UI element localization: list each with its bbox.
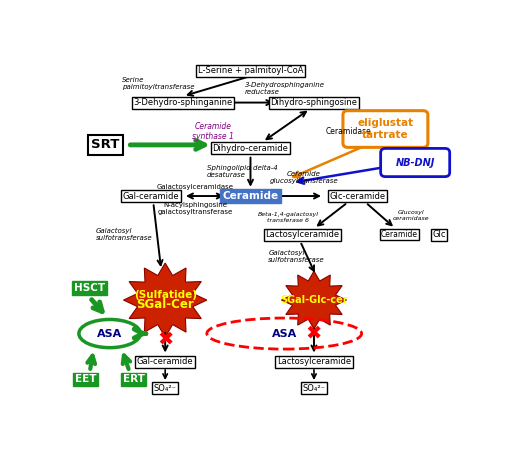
Text: (Sulfatide): (Sulfatide): [134, 290, 197, 300]
Text: Gal-ceramide: Gal-ceramide: [137, 357, 194, 366]
Text: Galactosyl
sulfotransferase: Galactosyl sulfotransferase: [96, 228, 153, 241]
Text: ASA: ASA: [271, 328, 297, 338]
Text: Sphingolipid delta-4
desaturase: Sphingolipid delta-4 desaturase: [207, 165, 278, 178]
Text: Lactosylceramide: Lactosylceramide: [277, 357, 351, 366]
Text: Glucosyl
ceramidase: Glucosyl ceramidase: [393, 210, 430, 221]
Text: SGal-Glc-cer: SGal-Glc-cer: [280, 295, 348, 305]
Text: Glc-ceramide: Glc-ceramide: [330, 191, 386, 201]
Text: Gal-ceramide: Gal-ceramide: [123, 191, 180, 201]
Text: Dihydro-sphingosine: Dihydro-sphingosine: [270, 98, 357, 107]
Text: SGal-Cer: SGal-Cer: [136, 298, 194, 311]
Polygon shape: [282, 271, 347, 329]
Text: Serine
palmitoyltransferase: Serine palmitoyltransferase: [121, 76, 194, 90]
Text: Ceramide: Ceramide: [222, 191, 279, 201]
Text: ASA: ASA: [97, 328, 122, 338]
Text: NB-DNJ: NB-DNJ: [395, 158, 435, 168]
Text: Ceramide: Ceramide: [381, 230, 418, 240]
Text: ✖: ✖: [306, 324, 322, 343]
FancyBboxPatch shape: [343, 111, 428, 147]
Text: EET: EET: [75, 374, 97, 384]
Text: Dihydro-ceramide: Dihydro-ceramide: [212, 144, 288, 153]
Text: Galactosylceramidase: Galactosylceramidase: [157, 184, 233, 190]
Text: 3-Dehydro-sphinganine: 3-Dehydro-sphinganine: [134, 98, 232, 107]
Text: Ceramide
glucosyltransferase: Ceramide glucosyltransferase: [270, 170, 338, 184]
Text: Ceramide
synthase 1: Ceramide synthase 1: [192, 122, 234, 141]
Text: ✖: ✖: [157, 330, 174, 349]
Text: Glc: Glc: [432, 230, 446, 240]
Text: SRT: SRT: [92, 138, 120, 152]
Text: 3-Dehydrosphinganine
reductase: 3-Dehydrosphinganine reductase: [245, 82, 325, 95]
Text: Galactosyl
sulfotransferase: Galactosyl sulfotransferase: [268, 250, 325, 262]
Text: SO₄²⁻: SO₄²⁻: [154, 384, 177, 393]
Polygon shape: [123, 263, 207, 337]
Text: Lactosylceramide: Lactosylceramide: [265, 230, 339, 240]
Text: Beta-1,4-galactosyl
transferase 6: Beta-1,4-galactosyl transferase 6: [258, 212, 318, 223]
Text: ERT: ERT: [122, 374, 144, 384]
Text: HSCT: HSCT: [74, 283, 105, 293]
Text: N-acylsphingosine
galactosyltransferase: N-acylsphingosine galactosyltransferase: [157, 202, 232, 215]
Text: eliglustat
tartrate: eliglustat tartrate: [357, 118, 414, 140]
FancyBboxPatch shape: [380, 148, 450, 177]
Text: Ceramidase: Ceramidase: [326, 127, 372, 136]
Text: L-Serine + palmitoyl-CoA: L-Serine + palmitoyl-CoA: [198, 66, 303, 75]
Text: SO₄²⁻: SO₄²⁻: [303, 384, 326, 393]
